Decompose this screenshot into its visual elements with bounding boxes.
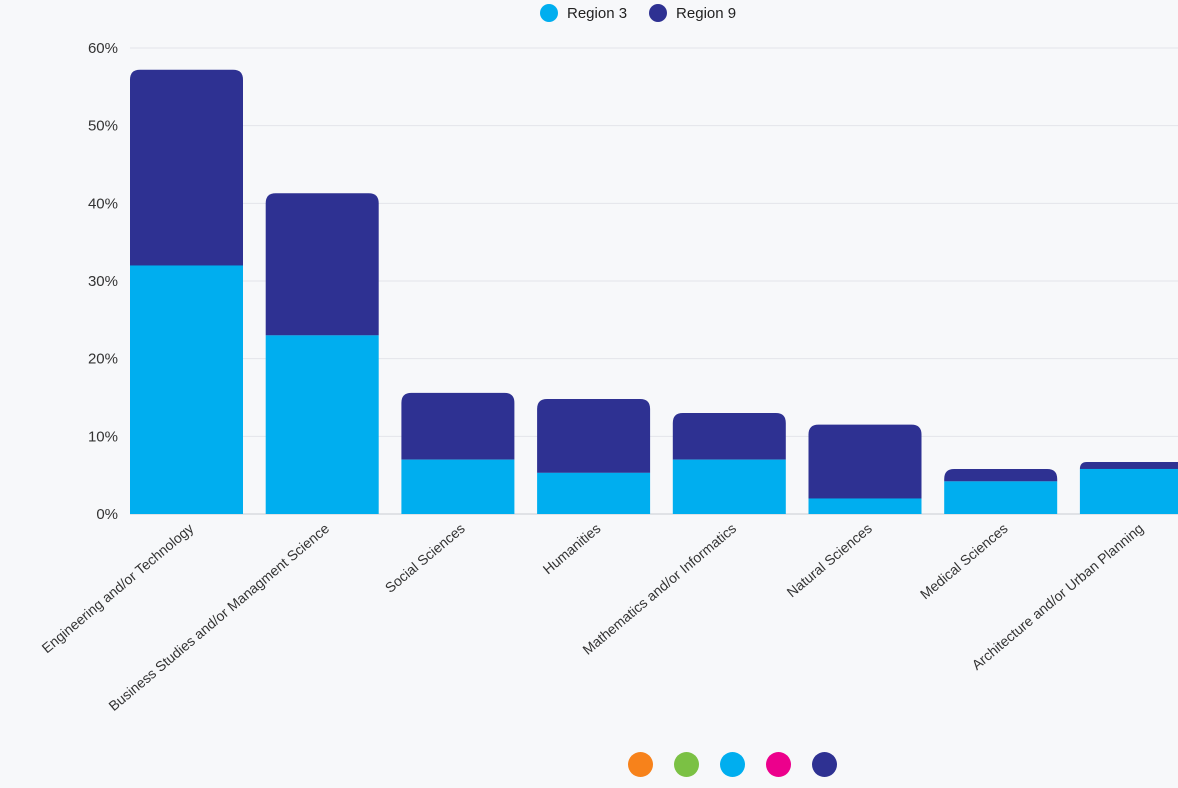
legend-swatch-region-9 [649,4,668,22]
x-category-label: Business Studies and/or Managment Scienc… [105,520,332,714]
bar-region-9[interactable] [130,69,243,266]
chart-pager [628,752,837,777]
y-tick-label: 50% [88,118,118,135]
pager-dot-navy[interactable] [812,752,837,777]
legend-label-region-9: Region 9 [676,4,737,22]
pager-dot-magenta[interactable] [766,752,791,777]
bar-region-9[interactable] [672,413,786,460]
bar-region-3[interactable] [1079,468,1178,514]
bar-region-3[interactable] [401,459,515,514]
bar-region-3[interactable] [265,335,379,514]
y-tick-label: 60% [88,40,118,57]
legend-swatch-region-3 [540,4,558,22]
bar-region-3[interactable] [808,498,922,514]
legend-item-region-9[interactable]: Region 9 [649,4,736,22]
bar-region-9[interactable] [401,392,515,460]
bar-region-3[interactable] [130,265,243,514]
bar-region-3[interactable] [944,481,1058,514]
bar-region-3[interactable] [672,459,786,514]
pager-dot-cyan[interactable] [720,752,745,777]
legend: Region 3 Region 9 [540,4,758,22]
y-tick-label: 40% [88,195,118,212]
bar-region-9[interactable] [265,193,379,336]
bar-region-9[interactable] [944,468,1058,482]
x-category-label: Mathematics and/or Informatics [579,520,739,658]
legend-label-region-3: Region 3 [567,4,628,22]
y-tick-label: 10% [88,428,118,445]
pager-dot-green[interactable] [674,752,699,777]
bar-region-9[interactable] [1079,461,1178,469]
y-tick-label: 30% [88,273,118,290]
y-tick-label: 20% [88,351,118,368]
x-category-label: Humanities [540,520,604,577]
pager-dot-orange[interactable] [628,752,653,777]
bar-region-3[interactable] [537,472,651,514]
legend-item-region-3[interactable]: Region 3 [540,4,627,22]
bar-region-9[interactable] [808,424,922,499]
x-category-label: Natural Sciences [784,520,875,600]
x-category-label: Medical Sciences [917,520,1011,602]
bar-region-9[interactable] [537,399,651,473]
x-category-label: Engineering and/or Technology [38,520,196,656]
x-category-label: Social Sciences [382,520,468,596]
y-tick-label: 0% [96,506,118,523]
